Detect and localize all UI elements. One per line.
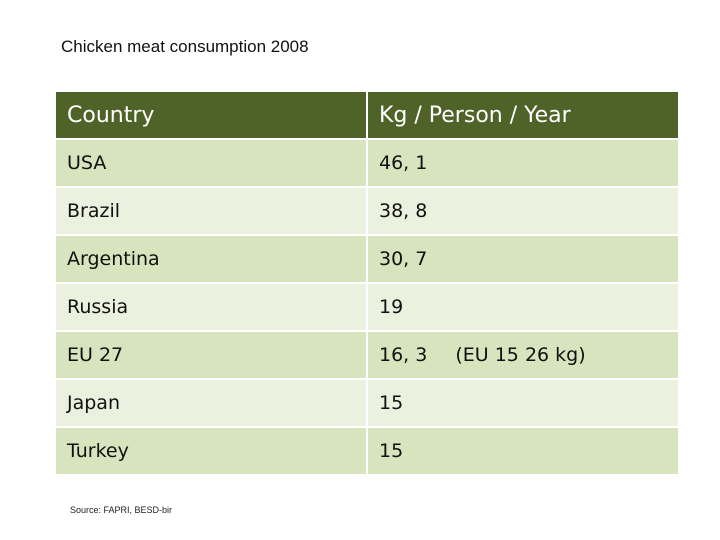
table-row: Brazil 38, 8 bbox=[54, 186, 680, 236]
table-row: Turkey 15 bbox=[54, 426, 680, 476]
value-text: 38, 8 bbox=[379, 200, 428, 222]
value-cell: 15 bbox=[366, 378, 680, 428]
table-row: Argentina 30, 7 bbox=[54, 234, 680, 284]
source-note: Source: FAPRI, BESD-bir bbox=[70, 505, 173, 515]
consumption-table: Country Kg / Person / Year USA 46, 1 Bra… bbox=[54, 90, 680, 476]
value-cell: 46, 1 bbox=[366, 138, 680, 188]
country-cell: Japan bbox=[54, 378, 368, 428]
country-cell: Russia bbox=[54, 282, 368, 332]
column-header-country: Country bbox=[54, 90, 368, 140]
country-cell: Turkey bbox=[54, 426, 368, 476]
value-text: 15 bbox=[379, 440, 404, 462]
value-text: 16, 3 bbox=[379, 344, 428, 366]
value-cell: 19 bbox=[366, 282, 680, 332]
table-row: USA 46, 1 bbox=[54, 138, 680, 188]
table-header-row: Country Kg / Person / Year bbox=[54, 90, 680, 140]
value-text: 30, 7 bbox=[379, 248, 428, 270]
column-header-kg-per-person: Kg / Person / Year bbox=[366, 90, 680, 140]
value-text: 15 bbox=[379, 392, 404, 414]
value-cell: 15 bbox=[366, 426, 680, 476]
table-row: Russia 19 bbox=[54, 282, 680, 332]
country-cell: Argentina bbox=[54, 234, 368, 284]
value-cell: 16, 3 (EU 15 26 kg) bbox=[366, 330, 680, 380]
page-title: Chicken meat consumption 2008 bbox=[61, 37, 309, 56]
country-cell: EU 27 bbox=[54, 330, 368, 380]
table-row: EU 27 16, 3 (EU 15 26 kg) bbox=[54, 330, 680, 380]
value-cell: 30, 7 bbox=[366, 234, 680, 284]
country-cell: Brazil bbox=[54, 186, 368, 236]
value-cell: 38, 8 bbox=[366, 186, 680, 236]
country-cell: USA bbox=[54, 138, 368, 188]
value-text: 46, 1 bbox=[379, 152, 428, 174]
value-note: (EU 15 26 kg) bbox=[455, 344, 586, 366]
table-row: Japan 15 bbox=[54, 378, 680, 428]
value-text: 19 bbox=[379, 296, 404, 318]
